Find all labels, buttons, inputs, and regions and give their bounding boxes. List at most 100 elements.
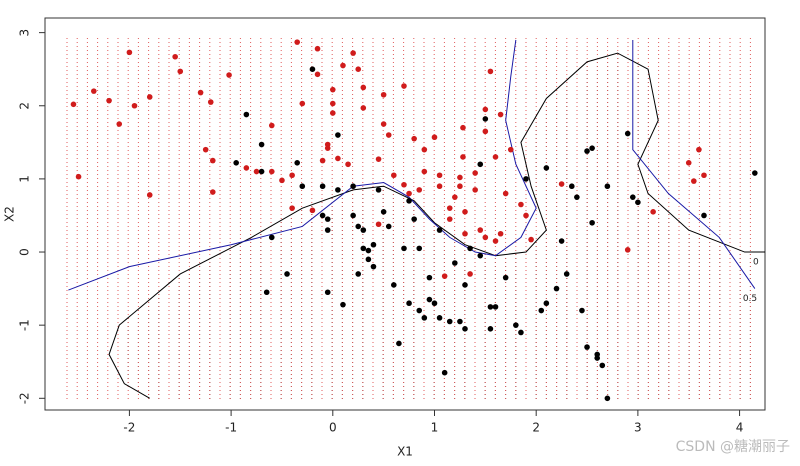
point <box>426 274 433 281</box>
point <box>446 318 453 325</box>
point <box>253 168 260 175</box>
point <box>635 199 641 206</box>
point <box>472 170 478 176</box>
point <box>177 68 184 75</box>
point <box>299 100 306 107</box>
point <box>696 146 702 153</box>
point <box>202 146 209 153</box>
point <box>553 285 560 292</box>
point <box>426 296 433 303</box>
watermark: CSDN @糖潮丽子 <box>676 439 790 455</box>
point <box>518 329 524 336</box>
point <box>416 307 423 314</box>
point <box>268 168 275 175</box>
point <box>462 326 468 332</box>
point <box>436 172 443 179</box>
x-tick-label: 1 <box>431 421 439 435</box>
point <box>268 234 275 241</box>
point <box>589 219 595 226</box>
point <box>752 170 758 176</box>
point <box>70 101 77 108</box>
point <box>370 263 377 270</box>
point <box>446 205 453 211</box>
point <box>391 172 397 179</box>
point <box>558 238 565 244</box>
point <box>172 53 178 60</box>
point <box>263 289 270 296</box>
point <box>460 154 466 160</box>
point <box>116 121 123 127</box>
point <box>324 289 331 296</box>
point <box>436 315 443 321</box>
point <box>319 157 326 164</box>
point <box>436 183 443 190</box>
x-tick-label: -1 <box>225 421 237 435</box>
point <box>406 300 412 307</box>
x-tick-label: 0 <box>329 421 337 435</box>
point <box>314 45 321 52</box>
point <box>452 194 458 200</box>
point <box>431 300 438 307</box>
point <box>584 148 590 154</box>
point <box>396 340 402 347</box>
point <box>416 245 423 252</box>
point <box>477 252 484 259</box>
point <box>209 189 216 195</box>
y-tick-label: 2 <box>18 102 32 110</box>
point <box>462 209 468 215</box>
point <box>385 223 392 230</box>
x-tick-label: 3 <box>634 421 642 435</box>
point <box>543 165 550 171</box>
point <box>701 172 707 179</box>
point <box>401 181 407 188</box>
point <box>340 62 346 69</box>
point <box>523 176 529 182</box>
y-tick-label: -2 <box>18 392 32 404</box>
point <box>411 216 417 222</box>
point <box>477 227 484 233</box>
point <box>446 216 453 222</box>
grid-black <box>117 53 752 400</box>
point <box>482 106 489 113</box>
point <box>243 111 250 118</box>
point <box>421 146 428 153</box>
contour-label: 0 <box>753 258 759 268</box>
point <box>131 102 138 109</box>
point <box>401 83 407 89</box>
x-tick-label: 4 <box>736 421 744 435</box>
point <box>284 271 290 277</box>
point <box>507 146 514 153</box>
point <box>528 236 534 243</box>
point <box>75 173 82 180</box>
point <box>416 187 423 193</box>
point <box>467 271 473 277</box>
point <box>329 100 336 107</box>
point <box>563 271 570 277</box>
point <box>624 247 631 253</box>
point <box>579 307 585 314</box>
point <box>197 89 204 96</box>
point <box>279 177 285 184</box>
point <box>599 362 606 369</box>
y-axis-label: X2 <box>3 206 17 222</box>
point <box>523 212 529 219</box>
point <box>209 157 216 164</box>
point <box>487 68 494 75</box>
point <box>146 192 153 198</box>
point <box>406 190 412 197</box>
point <box>375 221 382 228</box>
point <box>411 135 417 142</box>
y-tick-label: 3 <box>18 29 32 37</box>
point <box>584 344 590 350</box>
point <box>497 111 504 118</box>
point <box>594 351 601 358</box>
point <box>574 194 580 200</box>
point <box>324 227 331 233</box>
y-tick-label: -1 <box>18 319 32 331</box>
point <box>482 116 489 122</box>
point <box>365 256 372 263</box>
point <box>518 201 524 208</box>
point <box>457 183 463 190</box>
point <box>457 174 463 181</box>
point <box>91 88 97 94</box>
